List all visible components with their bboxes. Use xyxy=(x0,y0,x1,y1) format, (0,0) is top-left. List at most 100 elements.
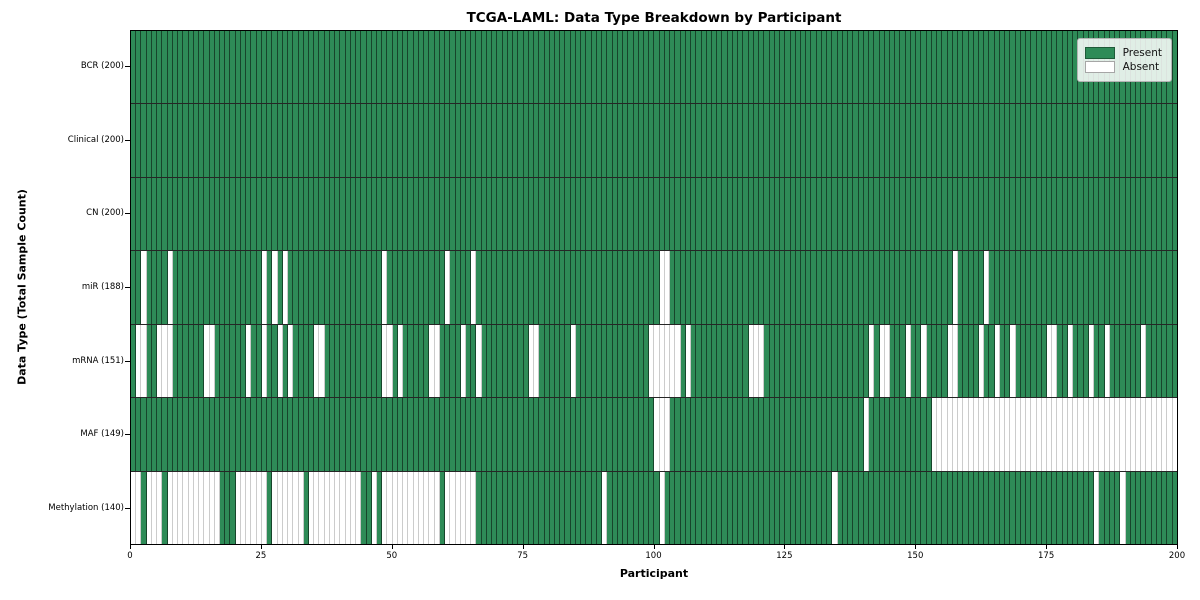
cell xyxy=(837,104,843,177)
cell xyxy=(1146,104,1152,177)
cell xyxy=(408,104,414,177)
cell xyxy=(1156,177,1163,251)
cell xyxy=(968,104,974,177)
cell xyxy=(952,31,959,104)
cell xyxy=(738,471,744,544)
cell xyxy=(251,177,257,251)
cell xyxy=(1141,177,1147,251)
cell xyxy=(691,398,697,471)
cell xyxy=(1162,177,1168,251)
cell xyxy=(413,104,419,177)
cell xyxy=(209,177,215,251)
cell xyxy=(539,31,545,104)
cell xyxy=(926,251,932,324)
cell xyxy=(691,177,697,251)
cell xyxy=(492,31,498,104)
cell xyxy=(424,471,430,544)
cell xyxy=(1020,31,1027,104)
cell xyxy=(319,31,325,104)
cell xyxy=(151,104,158,177)
cell xyxy=(680,398,686,471)
cell xyxy=(1099,398,1105,471)
cell xyxy=(308,104,315,177)
cell xyxy=(282,398,289,471)
cell xyxy=(387,177,393,251)
cell xyxy=(225,251,231,324)
cell xyxy=(240,31,247,104)
cell xyxy=(382,324,388,398)
cell xyxy=(759,324,765,398)
cell xyxy=(884,324,890,398)
cell xyxy=(921,177,927,251)
cell xyxy=(968,251,974,324)
cell xyxy=(507,398,514,471)
cell xyxy=(544,471,550,544)
cell xyxy=(753,177,760,251)
cell xyxy=(696,251,702,324)
cell xyxy=(696,31,702,104)
cell xyxy=(141,104,147,177)
cell xyxy=(989,471,995,544)
cell xyxy=(492,251,498,324)
cell xyxy=(1094,324,1100,398)
cell xyxy=(450,31,456,104)
cell xyxy=(790,398,796,471)
cell xyxy=(445,471,451,544)
cell xyxy=(240,104,247,177)
cell xyxy=(769,177,775,251)
cell xyxy=(889,324,896,398)
cell xyxy=(1099,471,1105,544)
cell xyxy=(319,177,325,251)
cell xyxy=(256,251,262,324)
cell xyxy=(1057,31,1063,104)
cell xyxy=(455,324,461,398)
cell xyxy=(623,471,629,544)
cell xyxy=(413,398,419,471)
cell xyxy=(1146,471,1152,544)
cell xyxy=(178,251,184,324)
cell xyxy=(842,31,849,104)
cell xyxy=(481,324,487,398)
cell xyxy=(225,31,231,104)
cell xyxy=(649,471,655,544)
cell xyxy=(984,31,990,104)
cell xyxy=(958,251,964,324)
cell xyxy=(811,398,817,471)
cell xyxy=(141,398,147,471)
cell xyxy=(471,324,477,398)
cell xyxy=(806,471,812,544)
cell xyxy=(575,471,582,544)
cell xyxy=(136,31,142,104)
cell xyxy=(314,471,320,544)
cell xyxy=(691,324,697,398)
cell xyxy=(628,324,634,398)
cell xyxy=(973,251,979,324)
cell xyxy=(298,471,304,544)
cell xyxy=(670,324,676,398)
cell xyxy=(806,398,812,471)
cell xyxy=(963,324,969,398)
cell xyxy=(1151,104,1157,177)
cell xyxy=(387,324,393,398)
cell xyxy=(497,324,503,398)
cell xyxy=(586,398,592,471)
cell xyxy=(251,104,257,177)
cell xyxy=(1015,104,1021,177)
cell xyxy=(596,251,603,324)
cell xyxy=(1031,177,1037,251)
cell xyxy=(1167,324,1173,398)
cell xyxy=(670,251,676,324)
cell xyxy=(361,471,367,544)
cell xyxy=(774,31,781,104)
cell xyxy=(738,31,744,104)
cell xyxy=(1125,104,1131,177)
cell xyxy=(382,31,388,104)
cell xyxy=(947,177,953,251)
cell xyxy=(1094,398,1100,471)
cell xyxy=(272,251,278,324)
cell xyxy=(900,31,906,104)
row-maf xyxy=(131,398,1177,472)
cell xyxy=(418,471,425,544)
cell xyxy=(350,251,357,324)
cell xyxy=(565,104,571,177)
